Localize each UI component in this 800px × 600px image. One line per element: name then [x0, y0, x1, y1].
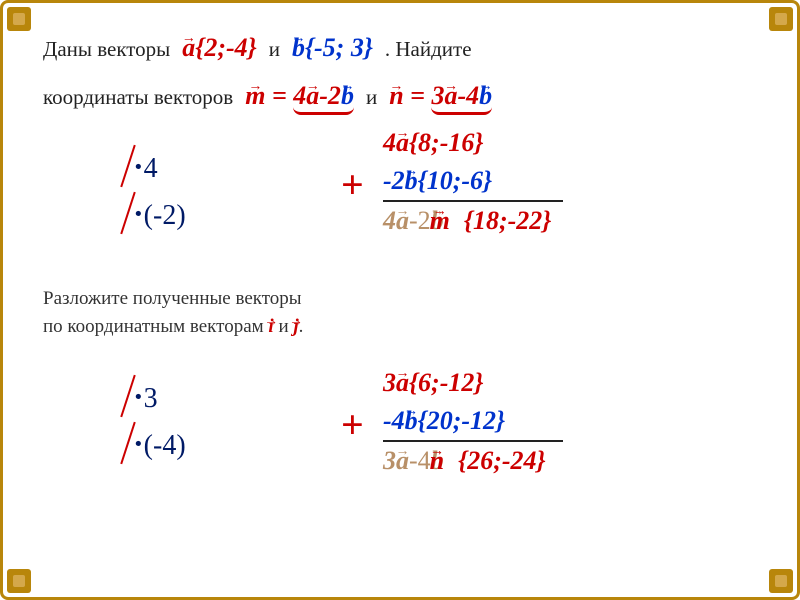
calc-block-2: 3a→{6;-12} -4b→{20;-12} 3a→-4b→n→{26;-24…	[383, 368, 563, 476]
divider-line	[383, 200, 563, 202]
scalar-3: ·3	[133, 378, 186, 415]
scalar-minus2: ·(-2)	[133, 195, 186, 232]
plus-icon: +	[341, 401, 364, 448]
vector-m-expr: m→ = 4a→-2b→	[245, 81, 354, 111]
text-mid: и	[269, 37, 280, 62]
calc-block-1: 4a→{8;-16} -2b→{10;-6} 4a→-2b→m→{18;-22}	[383, 128, 563, 236]
instruction-block: Разложите полученные векторы по координа…	[43, 288, 303, 338]
calc-row-4a: 4a→{8;-16}	[383, 128, 563, 158]
scalar-block-1: ·4 ·(-2)	[133, 148, 186, 232]
corner-decoration	[13, 575, 25, 587]
vector-n-expr: n→ = 3a→-4b→	[389, 81, 492, 111]
scalar-minus4: ·(-4)	[133, 425, 186, 462]
calc-row-minus4b: -4b→{20;-12}	[383, 406, 563, 436]
plus-icon: +	[341, 161, 364, 208]
vector-a: a→{2;-4}	[182, 33, 256, 63]
calc-row-minus2b: -2b→{10;-6}	[383, 166, 563, 196]
text-mid2: и	[366, 85, 377, 110]
problem-line-2: координаты векторов m→ = 4a→-2b→ и n→ = …	[43, 81, 757, 111]
problem-line-1: Даны векторы a→{2;-4} и b→{-5; 3} . Найд…	[43, 33, 757, 63]
vector-i: i→	[268, 316, 273, 338]
slide-content: Даны векторы a→{2;-4} и b→{-5; 3} . Найд…	[3, 3, 797, 141]
text-prefix: Даны векторы	[43, 37, 170, 62]
text-suffix: . Найдите	[385, 37, 472, 62]
vector-j: j→	[293, 316, 298, 338]
calc-result-m: 4a→-2b→m→{18;-22}	[383, 206, 563, 236]
calc-row-3a: 3a→{6;-12}	[383, 368, 563, 398]
instruction-line-1: Разложите полученные векторы	[43, 288, 303, 310]
instruction-line-2: по координатным векторам i→ и j→.	[43, 316, 303, 338]
scalar-block-2: ·3 ·(-4)	[133, 378, 186, 462]
vector-b: b→{-5; 3}	[292, 33, 373, 63]
scalar-4: ·4	[133, 148, 186, 185]
text-prefix2: координаты векторов	[43, 85, 233, 110]
corner-decoration	[775, 575, 787, 587]
divider-line	[383, 440, 563, 442]
calc-result-n: 3a→-4b→n→{26;-24}	[383, 446, 563, 476]
